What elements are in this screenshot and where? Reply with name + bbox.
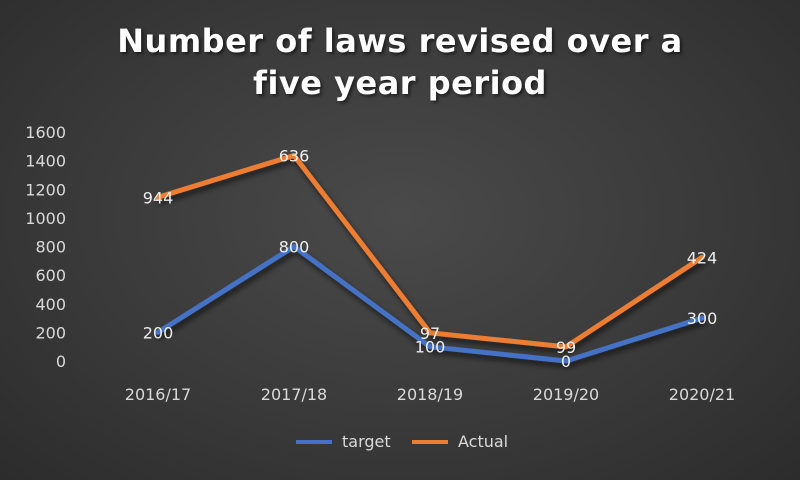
- legend-label-actual: Actual: [458, 432, 508, 451]
- data-label-target: 100: [415, 338, 446, 357]
- data-point-actual: [155, 194, 161, 200]
- x-tick-label: 2019/20: [533, 385, 599, 404]
- data-label-actual: 944: [143, 188, 174, 207]
- data-point-actual: [427, 330, 433, 336]
- data-point-actual: [699, 254, 705, 260]
- data-point-target: [427, 344, 433, 350]
- y-tick-label: 1600: [25, 123, 66, 142]
- y-tick-label: 400: [35, 295, 66, 314]
- data-point-actual: [291, 152, 297, 158]
- x-tick-label: 2016/17: [125, 385, 191, 404]
- x-tick-label: 2020/21: [669, 385, 735, 404]
- chart-title: Number of laws revised over a five year …: [117, 22, 683, 102]
- data-point-target: [291, 244, 297, 249]
- y-tick-label: 1200: [25, 180, 66, 199]
- series-line-actual: [155, 152, 705, 350]
- data-point-target: [563, 358, 569, 364]
- y-tick-label: 800: [35, 238, 66, 257]
- data-point-actual: [563, 344, 569, 350]
- data-label-actual: 97: [420, 324, 440, 343]
- y-tick-label: 200: [35, 323, 66, 342]
- data-point-target: [699, 315, 705, 321]
- data-label-actual: 424: [687, 248, 718, 267]
- x-tick-label: 2017/18: [261, 385, 327, 404]
- data-label-actual: 99: [556, 338, 576, 357]
- data-label-target: 0: [561, 352, 571, 371]
- y-tick-label: 600: [35, 266, 66, 285]
- y-tick-label: 1400: [25, 152, 66, 171]
- legend-label-target: target: [342, 432, 391, 451]
- y-tick-label: 0: [56, 352, 66, 371]
- data-label-target: 300: [687, 309, 718, 328]
- data-point-target: [155, 329, 161, 335]
- data-label-actual: 636: [279, 146, 310, 165]
- data-label-target: 800: [279, 238, 310, 257]
- x-tick-label: 2018/19: [397, 385, 463, 404]
- y-tick-label: 1000: [25, 209, 66, 228]
- data-label-target: 200: [143, 323, 174, 342]
